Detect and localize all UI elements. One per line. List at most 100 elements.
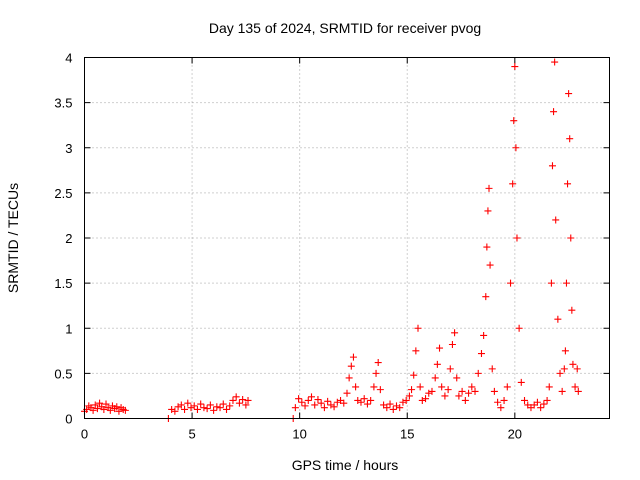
data-point <box>494 398 502 406</box>
data-point <box>367 396 375 404</box>
data-point <box>468 383 476 391</box>
data-point <box>490 387 498 395</box>
x-tick-label: 0 <box>81 427 88 442</box>
data-point <box>509 180 517 188</box>
data-point <box>574 387 582 395</box>
data-point <box>458 387 466 395</box>
data-point <box>102 400 110 408</box>
data-point <box>210 406 218 414</box>
data-point <box>360 395 368 403</box>
data-point <box>187 404 195 412</box>
data-point <box>510 117 518 125</box>
grid <box>84 57 610 419</box>
data-point <box>223 405 231 413</box>
data-point <box>554 315 562 323</box>
data-point <box>405 392 413 400</box>
data-point <box>410 371 418 379</box>
data-point <box>511 63 519 71</box>
data-point <box>206 401 214 409</box>
data-point <box>203 405 211 413</box>
data-point <box>229 396 237 404</box>
data-point <box>540 400 548 408</box>
data-point <box>396 404 404 412</box>
y-tick-label: 3.5 <box>54 96 72 111</box>
data-point <box>168 405 176 413</box>
data-point <box>242 401 250 409</box>
data-point <box>121 406 129 414</box>
data-point <box>232 393 240 401</box>
data-point <box>548 162 556 170</box>
data-point <box>547 279 555 287</box>
y-tick-label: 3 <box>65 141 72 156</box>
data-point <box>500 396 508 404</box>
data-point <box>412 347 420 355</box>
data-point <box>304 396 312 404</box>
data-point <box>171 407 179 415</box>
data-point <box>537 404 545 412</box>
data-point <box>414 324 422 332</box>
data-point <box>317 399 325 407</box>
data-point <box>314 396 322 404</box>
data-point <box>216 404 224 412</box>
data-point <box>190 402 198 410</box>
data-point <box>113 403 121 411</box>
data-point <box>399 398 407 406</box>
y-tick-label: 0 <box>65 412 72 427</box>
data-point <box>551 58 559 66</box>
data-point <box>562 279 570 287</box>
data-point <box>330 403 338 411</box>
axis-ticks: 0 5 10 15 20 0 0.5 1 1.5 2 2.5 3 3.5 4 <box>54 51 610 442</box>
data-point <box>567 234 575 242</box>
data-point <box>543 396 551 404</box>
data-point <box>438 383 446 391</box>
data-point <box>451 329 459 337</box>
x-axis-label: GPS time / hours <box>292 457 399 473</box>
data-point <box>422 395 430 403</box>
data-point <box>177 401 185 409</box>
data-point <box>483 243 491 251</box>
data-point <box>507 279 515 287</box>
data-point <box>307 393 315 401</box>
data-point <box>497 404 505 412</box>
data-point <box>571 383 579 391</box>
data-point <box>573 365 581 373</box>
y-tick-label: 2 <box>65 231 72 246</box>
data-point <box>503 383 511 391</box>
data-point <box>513 234 521 242</box>
data-point <box>363 400 371 408</box>
data-point <box>565 90 573 98</box>
data-point <box>433 360 441 368</box>
data-point <box>418 396 426 404</box>
data-point <box>324 397 332 405</box>
data-point <box>431 374 439 382</box>
data-point <box>558 387 566 395</box>
data-point <box>213 403 221 411</box>
data-point <box>106 406 114 414</box>
plot-frame <box>84 57 610 419</box>
data-point <box>333 398 341 406</box>
data-point <box>416 383 424 391</box>
data-point <box>441 392 449 400</box>
data-point <box>200 404 208 412</box>
data-point <box>455 392 463 400</box>
data-point <box>115 407 123 415</box>
data-point <box>181 405 189 413</box>
y-tick-label: 2.5 <box>54 186 72 201</box>
data-point <box>93 405 101 413</box>
data-point <box>465 389 473 397</box>
y-tick-label: 1.5 <box>54 276 72 291</box>
data-point <box>444 386 452 394</box>
y-tick-label: 0.5 <box>54 366 72 381</box>
data-point <box>566 135 574 143</box>
data-point <box>386 400 394 408</box>
data-point <box>354 396 362 404</box>
y-axis-label: SRMTID / TECUs <box>5 183 21 293</box>
x-tick-label: 20 <box>508 427 522 442</box>
data-point <box>428 387 436 395</box>
chart-title: Day 135 of 2024, SRMTID for receiver pvo… <box>209 20 481 36</box>
y-tick-label: 4 <box>65 51 72 66</box>
data-point <box>389 405 397 413</box>
data-point <box>568 306 576 314</box>
data-point <box>564 180 572 188</box>
